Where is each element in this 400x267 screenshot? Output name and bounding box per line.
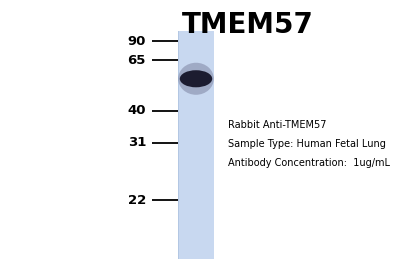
Text: 65: 65: [128, 54, 146, 66]
Ellipse shape: [180, 70, 212, 87]
Text: 22: 22: [128, 194, 146, 207]
Bar: [178, 31, 214, 259]
Text: 40: 40: [128, 104, 146, 117]
Text: Sample Type: Human Fetal Lung: Sample Type: Human Fetal Lung: [228, 139, 386, 149]
Text: 90: 90: [128, 35, 146, 48]
Bar: [178, 31, 179, 259]
Text: 31: 31: [128, 136, 146, 149]
Text: Antibody Concentration:  1ug/mL: Antibody Concentration: 1ug/mL: [228, 158, 390, 168]
Text: TMEM57: TMEM57: [182, 11, 314, 39]
Text: Rabbit Anti-TMEM57: Rabbit Anti-TMEM57: [228, 120, 326, 131]
Ellipse shape: [178, 63, 214, 95]
